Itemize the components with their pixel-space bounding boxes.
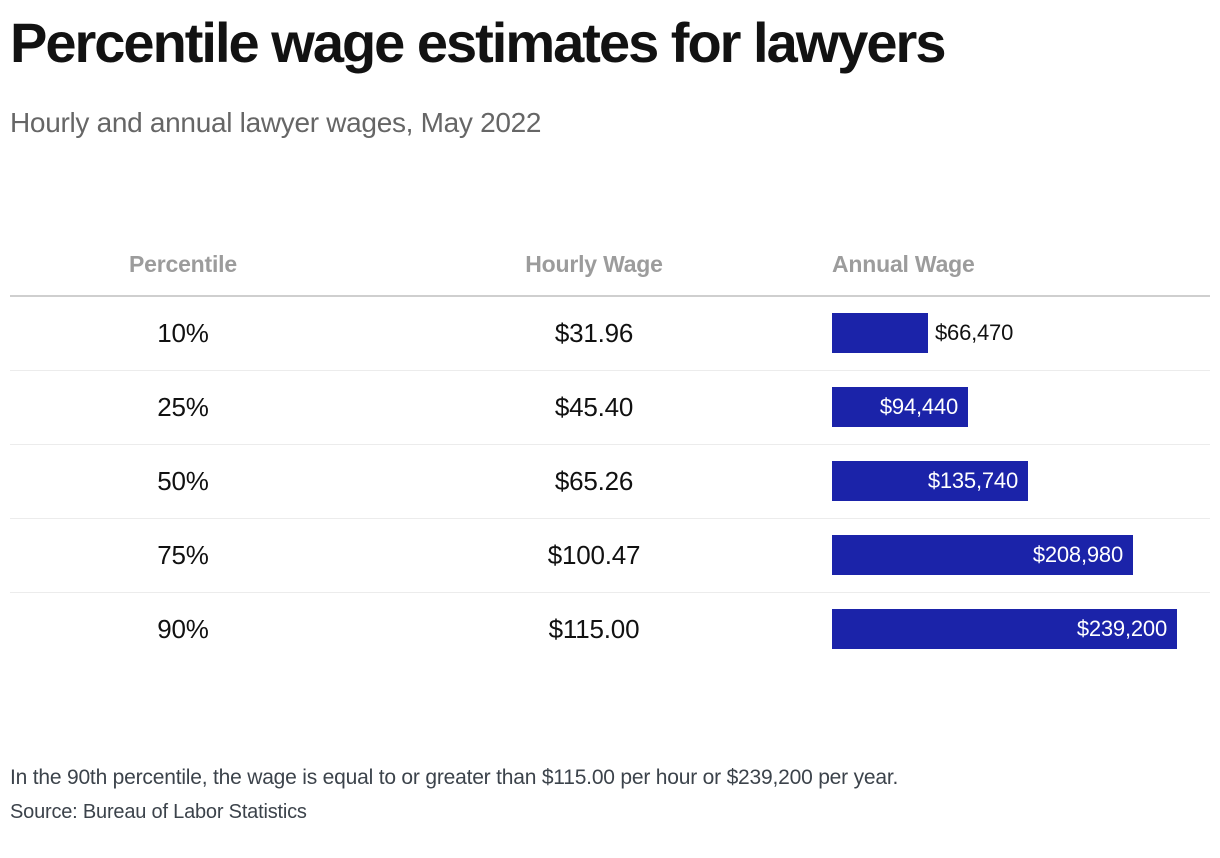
source-line: Source: Bureau of Labor Statistics (10, 800, 307, 823)
annual-wage-bar: $94,440 (832, 387, 968, 428)
bar-track: $208,980 $208,980 (832, 535, 1210, 576)
annual-wage-bar: $208,980 (832, 535, 1133, 576)
bar-track: $239,200 $239,200 (832, 609, 1210, 650)
table-row: 75% $100.47 $208,980 $208,980 (10, 519, 1210, 593)
hourly-wage-value: $100.47 (547, 539, 641, 570)
annual-wage-cell: $94,440 $94,440 (832, 387, 1210, 428)
annual-wage-label: $208,980 (1032, 542, 1123, 568)
annual-wage-label: $66,470 (935, 320, 1014, 346)
annual-wage-bar: $66,470 (832, 313, 928, 354)
bar-track: $94,440 $94,440 (832, 387, 1210, 428)
table-header-row: Percentile Hourly Wage Annual Wage (10, 251, 1210, 297)
column-header-hourly-wage: Hourly Wage (525, 250, 663, 277)
annual-wage-label: $135,740 (927, 468, 1018, 494)
footer: In the 90th percentile, the wage is equa… (10, 766, 1210, 824)
column-header-annual-wage: Annual Wage (832, 250, 975, 277)
hourly-wage-value: $65.26 (554, 465, 634, 496)
table-row: 25% $45.40 $94,440 $94,440 (10, 371, 1210, 445)
table-row: 90% $115.00 $239,200 $239,200 (10, 593, 1210, 666)
footnote: In the 90th percentile, the wage is equa… (10, 765, 899, 789)
annual-wage-label: $94,440 (879, 394, 958, 420)
bar-track: $66,470 $66,470 (832, 313, 1210, 354)
percentile-value: 25% (157, 391, 209, 422)
percentile-value: 75% (157, 539, 209, 570)
percentile-value: 90% (157, 613, 209, 644)
wage-table: Percentile Hourly Wage Annual Wage 10% $… (10, 251, 1210, 666)
table-row: 10% $31.96 $66,470 $66,470 (10, 297, 1210, 371)
annual-wage-label: $239,200 (1076, 616, 1167, 642)
chart-container: Percentile wage estimates for lawyers Ho… (10, 11, 1210, 824)
bar-track: $135,740 $135,740 (832, 461, 1210, 502)
column-header-percentile: Percentile (129, 250, 237, 277)
hourly-wage-value: $45.40 (554, 391, 634, 422)
annual-wage-cell: $66,470 $66,470 (832, 313, 1210, 354)
annual-wage-cell: $135,740 $135,740 (832, 461, 1210, 502)
hourly-wage-value: $31.96 (554, 317, 634, 348)
page-subtitle: Hourly and annual lawyer wages, May 2022 (10, 106, 542, 138)
annual-wage-bar: $135,740 (832, 461, 1028, 502)
page-title: Percentile wage estimates for lawyers (10, 11, 947, 74)
table-row: 50% $65.26 $135,740 $135,740 (10, 445, 1210, 519)
percentile-value: 50% (157, 465, 209, 496)
annual-wage-bar: $239,200 (832, 609, 1177, 650)
annual-wage-cell: $208,980 $208,980 (832, 535, 1210, 576)
percentile-value: 10% (157, 317, 209, 348)
annual-wage-cell: $239,200 $239,200 (832, 609, 1210, 650)
hourly-wage-value: $115.00 (548, 613, 640, 644)
